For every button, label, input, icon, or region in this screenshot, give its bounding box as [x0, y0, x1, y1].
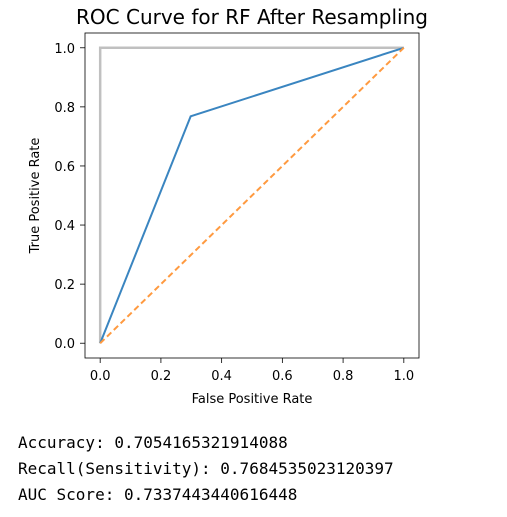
chart-title: ROC Curve for RF After Resampling — [76, 5, 428, 29]
accuracy-output: Accuracy: 0.7054165321914088 — [18, 433, 288, 452]
series-line-1 — [99, 46, 405, 344]
y-tick-label-4: 0.8 — [54, 101, 75, 116]
series-line-0 — [98, 46, 404, 344]
auc-output: AUC Score: 0.7337443440616448 — [18, 485, 298, 504]
y-tick-label-1: 0.2 — [54, 278, 75, 293]
y-tick-label-0: 0.0 — [54, 337, 75, 352]
x-tick-label-0: 0.0 — [90, 369, 111, 384]
x-axis-label: False Positive Rate — [192, 392, 313, 407]
x-tick-label-3: 0.6 — [272, 369, 293, 384]
x-tick-label-5: 1.0 — [393, 369, 414, 384]
ticks-layer: 0.0 0.2 0.4 0.6 0.8 1.0 0.0 0.2 0.4 0.6 0.8 1.0 — [54, 42, 414, 384]
roc-chart: ROC Curve for RF After Resampling 0.0 0.2… — [28, 5, 428, 407]
x-tick-label-2: 0.4 — [211, 369, 232, 384]
series-layer — [98, 46, 405, 344]
x-tick-label-4: 0.8 — [333, 369, 354, 384]
recall-output: Recall(Sensitivity): 0.7684535023120397 — [18, 459, 394, 478]
x-tick-label-1: 0.2 — [151, 369, 172, 384]
series-line-2 — [99, 47, 405, 344]
plot-frame — [84, 32, 420, 359]
y-tick-label-3: 0.6 — [54, 160, 75, 175]
y-axis-label: True Positive Rate — [28, 138, 43, 255]
y-tick-label-2: 0.4 — [54, 219, 75, 234]
y-tick-label-5: 1.0 — [54, 42, 75, 57]
